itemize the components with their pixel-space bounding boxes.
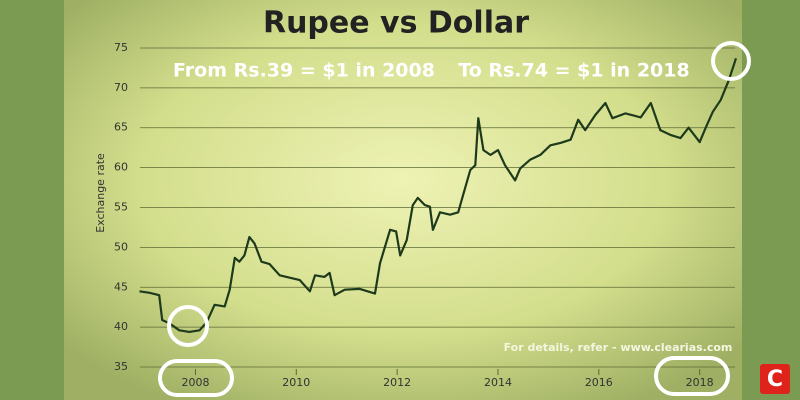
x-tick-label: 2008 <box>181 376 209 389</box>
logo <box>760 364 790 394</box>
x-tick-label: 2018 <box>686 376 714 389</box>
subtitle: From Rs.39 = $1 in 2008 <box>173 60 435 82</box>
y-tick-label: 35 <box>114 360 128 373</box>
x-tick-label: 2010 <box>282 376 310 389</box>
footer: For details, refer - www.clearias.com <box>504 341 733 354</box>
y-tick-label: 65 <box>114 121 128 134</box>
highlight-circle <box>167 305 209 347</box>
chart-title: Rupee vs Dollar <box>263 6 529 41</box>
highlight-circle <box>711 41 751 81</box>
y-tick-label: 50 <box>114 240 128 253</box>
grid: 35 40 45 50 55 60 65 70 75 2008 2010 2012 2014 2016 20… <box>114 41 735 389</box>
y-tick-label: 45 <box>114 280 128 293</box>
highlight-box <box>158 359 234 397</box>
y-tick-label: 40 <box>114 320 128 333</box>
y-tick-label: 70 <box>114 81 128 94</box>
x-tick-label: 2016 <box>585 376 613 389</box>
y-axis-label: Exchange rate <box>94 153 107 233</box>
x-tick-label: 2014 <box>484 376 512 389</box>
y-tick-label: 55 <box>114 201 128 214</box>
highlight-box <box>654 356 730 396</box>
x-tick-label: 2012 <box>383 376 411 389</box>
line <box>139 57 738 333</box>
panel <box>64 0 742 400</box>
logo-text: C <box>767 367 783 392</box>
y-tick-label: 60 <box>114 161 128 174</box>
plot <box>139 57 738 333</box>
y-tick-label: 75 <box>114 41 128 54</box>
subtitle: To Rs.74 = $1 in 2018 <box>458 60 689 82</box>
